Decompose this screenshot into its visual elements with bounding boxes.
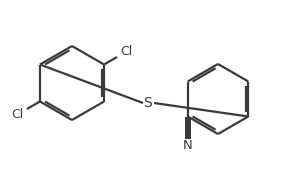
Text: Cl: Cl [121,45,133,58]
Text: S: S [144,96,152,110]
Text: N: N [183,139,193,152]
Text: Cl: Cl [11,108,24,121]
